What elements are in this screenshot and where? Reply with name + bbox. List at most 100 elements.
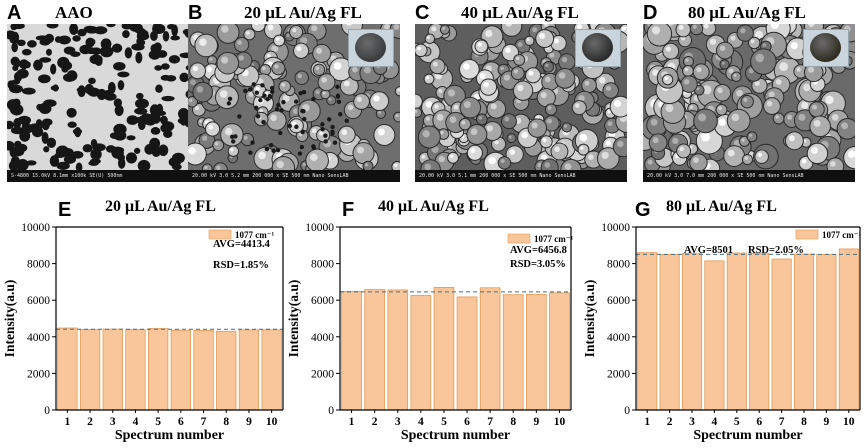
- bar-8: [502, 294, 524, 411]
- panel-letter-f: F: [342, 199, 355, 221]
- panel-title-c: 40 μL Au/Ag FL: [461, 3, 579, 22]
- x-tick-label: 8: [223, 416, 229, 428]
- chart-svg-e: 0 2000 4000 6000 8000 10000 1 2 3 4 5 6 7 8 9 10 Spectru…: [2, 222, 284, 443]
- x-tick-label: 1: [64, 416, 70, 428]
- bar-8: [216, 330, 237, 411]
- bar-4: [125, 329, 146, 411]
- y-tick-label: 0: [328, 405, 334, 417]
- sem-info-bar: 20.00 kV 3.0 5.2 mm 200 000 x SE 500 nm …: [188, 170, 400, 182]
- panel-title-b: 20 μL Au/Ag FL: [244, 3, 362, 22]
- y-tick-label: 10000: [21, 222, 50, 234]
- bar-2: [79, 329, 101, 411]
- bar-chart-f: 0 2000 4000 6000 8000 10000 1 2 3 4 5 6 7 8 9 10 Spectru…: [286, 206, 580, 448]
- bar-9: [526, 293, 547, 411]
- x-tick-label: 6: [756, 416, 762, 428]
- bar-10: [261, 329, 282, 411]
- y-tick-label: 8000: [607, 259, 630, 271]
- x-tick-label: 9: [533, 416, 539, 428]
- panel-title-a: AAO: [55, 3, 93, 22]
- x-tick-label: 1: [349, 416, 355, 428]
- bar-4: [704, 260, 725, 411]
- x-axis-label: Spectrum number: [115, 428, 224, 443]
- sample-disc: [810, 33, 841, 62]
- y-tick-label: 6000: [311, 295, 334, 307]
- bar-3: [387, 289, 409, 411]
- sem-image-80ul: 20.00 kV 3.0 7.0 mm 200 000 x SE 500 nm …: [643, 24, 855, 182]
- x-tick-label: 4: [418, 416, 424, 428]
- y-tick-label: 4000: [607, 332, 630, 344]
- bar-8: [793, 253, 815, 411]
- x-tick-label: 2: [372, 416, 378, 428]
- bar-9: [816, 254, 837, 411]
- bar-5: [433, 286, 455, 411]
- x-tick-label: 9: [246, 416, 252, 428]
- x-tick-label: 10: [554, 416, 566, 428]
- y-tick-label: 2000: [607, 368, 630, 380]
- y-axis-label: Intensity(a.u): [286, 280, 301, 358]
- sem-info-bar: S-4800 15.0kV 8.1mm x100k SE(U) 500nm: [7, 170, 219, 182]
- x-tick-label: 7: [201, 416, 207, 428]
- legend-label: 1077 cm⁻¹: [235, 230, 274, 240]
- sem-texture: [7, 24, 219, 170]
- y-tick-label: 8000: [27, 259, 50, 271]
- panel-letter-e: E: [58, 199, 72, 221]
- legend-label: 1077 cm⁻¹: [534, 234, 573, 244]
- annotation-rsd: RSD=2.05%: [748, 245, 804, 256]
- y-tick-label: 0: [44, 405, 50, 417]
- panel-letter-b: B: [188, 2, 203, 24]
- bar-2: [659, 254, 680, 411]
- x-tick-label: 9: [824, 416, 830, 428]
- bar-7: [771, 258, 792, 411]
- panel-letter-a: A: [7, 2, 22, 24]
- bar-10: [838, 248, 859, 411]
- bar-1: [341, 291, 362, 411]
- x-tick-label: 3: [395, 416, 401, 428]
- bar-3: [102, 328, 123, 411]
- chart-title-f: 40 μL Au/Ag FL: [378, 198, 489, 215]
- y-tick-label: 6000: [607, 295, 630, 307]
- x-tick-label: 3: [689, 416, 695, 428]
- bar-3: [681, 253, 703, 411]
- y-axis-label: Intensity(a.u): [582, 280, 597, 358]
- x-tick-label: 4: [712, 416, 718, 428]
- sem-image-aao: S-4800 15.0kV 8.1mm x100k SE(U) 500nm: [7, 24, 219, 182]
- x-tick-label: 1: [644, 416, 650, 428]
- bar-chart-e: 0 2000 4000 6000 8000 10000 1 2 3 4 5 6 7 8 9 10 Spectru…: [0, 206, 290, 448]
- photo-inset: [348, 29, 394, 67]
- sem-texture: [643, 24, 855, 170]
- bar-1: [57, 327, 78, 411]
- x-tick-label: 5: [734, 416, 740, 428]
- chart-title-e: 20 μL Au/Ag FL: [105, 198, 216, 215]
- x-tick-label: 3: [110, 416, 116, 428]
- bar-10: [549, 292, 570, 411]
- bar-5: [147, 328, 169, 411]
- bar-2: [364, 289, 385, 411]
- bar-4: [410, 295, 432, 411]
- bar-6: [456, 296, 478, 411]
- y-axis-label: Intensity(a.u): [2, 280, 17, 358]
- x-tick-label: 7: [487, 416, 493, 428]
- photo-inset: [575, 29, 621, 67]
- x-tick-label: 7: [779, 416, 785, 428]
- x-tick-label: 10: [266, 416, 278, 428]
- panel-letter-d: D: [643, 2, 658, 24]
- legend-label: 1077 cm⁻¹: [822, 230, 861, 240]
- bar-6: [749, 252, 770, 411]
- bar-7: [193, 329, 214, 411]
- photo-inset: [803, 29, 849, 67]
- annotation-rsd: RSD=1.85%: [213, 260, 269, 271]
- x-tick-label: 5: [155, 416, 161, 428]
- legend-swatch: [795, 229, 819, 240]
- y-tick-label: 10000: [305, 222, 334, 234]
- annotation-rsd: RSD=3.05%: [510, 259, 566, 270]
- sem-info-bar: 20.00 kV 3.0 5.1 mm 200 000 x SE 500 nm …: [415, 170, 627, 182]
- x-tick-label: 2: [87, 416, 93, 428]
- bar-1: [637, 252, 658, 411]
- legend-swatch: [208, 229, 232, 240]
- y-tick-label: 0: [624, 405, 630, 417]
- bar-5: [726, 252, 747, 411]
- bar-9: [238, 329, 260, 411]
- sample-disc: [582, 33, 613, 62]
- bar-6: [170, 329, 192, 411]
- y-tick-label: 2000: [311, 368, 334, 380]
